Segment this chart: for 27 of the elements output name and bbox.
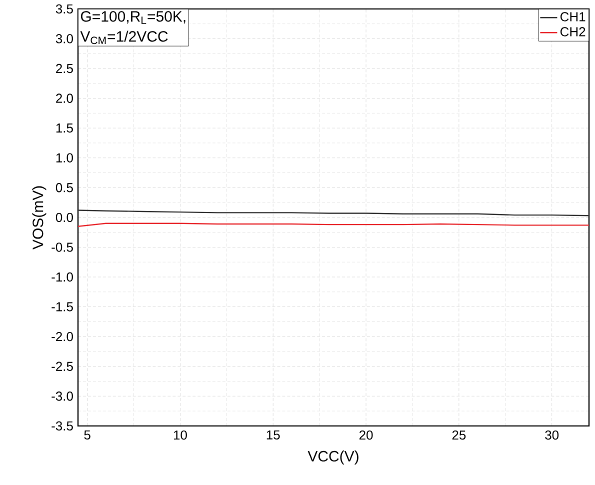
y-tick-label: -3.0 <box>52 392 73 401</box>
x-axis-title: VCC(V) <box>308 450 358 465</box>
y-tick-label: 1.0 <box>56 153 73 162</box>
x-tick-label: 5 <box>84 430 90 440</box>
annotation: G=100,R$_{L}$=50K, <box>80 11 186 24</box>
x-tick-label: 20 <box>359 430 373 440</box>
x-tick-label: 10 <box>174 430 187 440</box>
y-tick-label: -3.5 <box>52 421 73 431</box>
x-tick-label: 25 <box>452 430 466 440</box>
x-tick-label: 30 <box>545 430 559 440</box>
y-tick-label: -0.5 <box>52 242 73 252</box>
y-tick-label: -2.0 <box>52 332 73 342</box>
annotation: V$_{CM}$=1/2VCC <box>80 30 168 44</box>
y-tick-label: 2.5 <box>56 64 73 74</box>
y-tick-label: 0.5 <box>56 183 73 192</box>
y-tick-label: -1.0 <box>52 272 73 282</box>
y-tick-label: 3.5 <box>56 4 73 14</box>
legend-label: CH2 <box>560 27 586 36</box>
y-tick-label: 3.0 <box>56 34 73 44</box>
x-tick-label: 15 <box>266 430 280 440</box>
y-tick-label: 1.5 <box>56 124 73 133</box>
legend-label: CH1 <box>560 12 586 22</box>
y-tick-label: -1.5 <box>52 302 73 312</box>
y-axis-title: VOS(mV) <box>32 186 46 250</box>
y-tick-label: 0.0 <box>56 212 73 222</box>
y-tick-label: -2.5 <box>52 362 73 371</box>
y-tick-label: 2.0 <box>56 94 73 103</box>
